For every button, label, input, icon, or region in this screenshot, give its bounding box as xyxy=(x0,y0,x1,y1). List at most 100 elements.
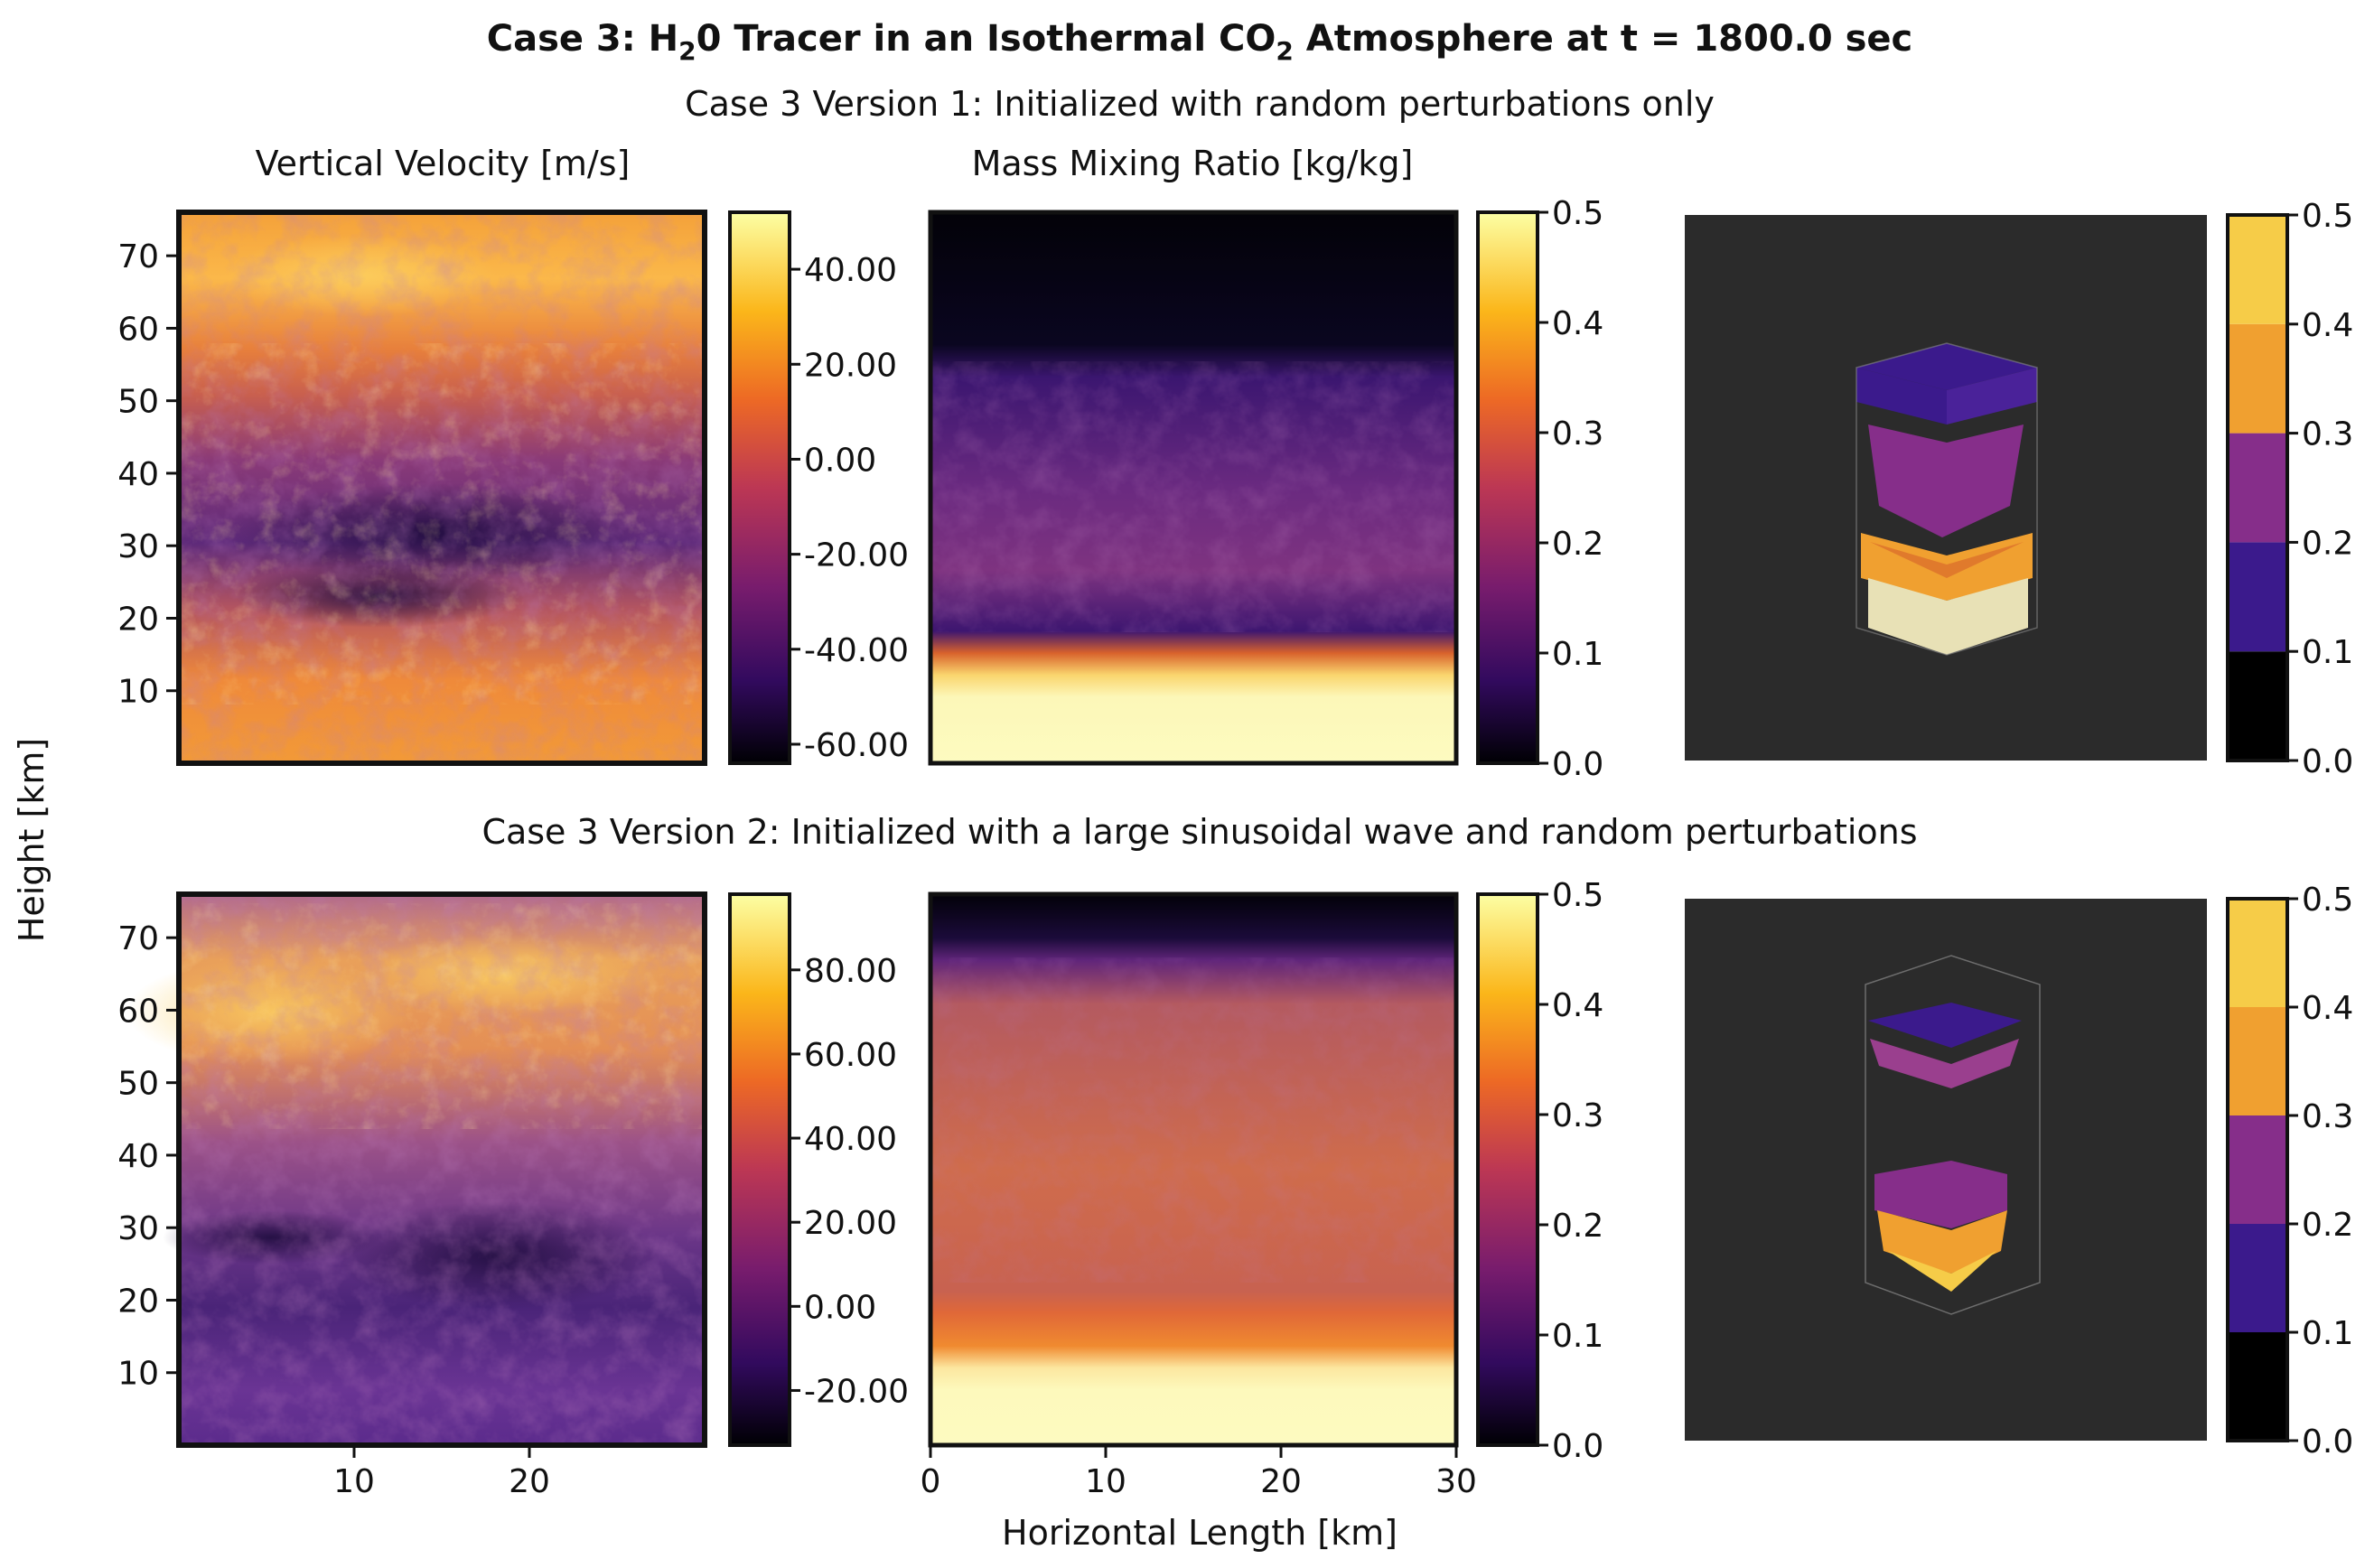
colorbar-tick-label: 0.5 xyxy=(1552,877,1603,914)
colorbar-tick-label: 0.5 xyxy=(1552,195,1603,232)
y-tick-label: 60 xyxy=(117,993,159,1030)
y-tick-label: 30 xyxy=(117,528,159,565)
v2-velocity-yticks: 10 20 30 40 50 60 70 xyxy=(117,920,179,1393)
y-tick-label: 20 xyxy=(117,601,159,638)
v1-mixing-frame xyxy=(928,210,1459,766)
v1-velocity-colorbar-ticks: 40.00 20.00 0.00 -20.00 -40.00 -60.00 xyxy=(790,252,909,764)
colorbar-segment xyxy=(2228,542,2287,652)
colorbar-tick-label: 40.00 xyxy=(804,1121,897,1158)
v1-velocity-colorbar xyxy=(728,210,791,765)
y-tick-label: 50 xyxy=(117,384,159,421)
colorbar-tick-label: 0.2 xyxy=(2302,525,2353,562)
y-tick-label: 10 xyxy=(117,674,159,711)
y-tick-label: 40 xyxy=(117,456,159,493)
v2-velocity-colorbar-ticks: 80.00 60.00 40.00 20.00 0.00 -20.00 xyxy=(790,953,909,1410)
colorbar-tick-label: 80.00 xyxy=(804,953,897,990)
colorbar-tick-label: 0.3 xyxy=(2302,416,2353,453)
v2-velocity-xticks: 10 20 xyxy=(333,1445,550,1500)
colorbar-segment xyxy=(2228,433,2287,543)
row2-title: Case 3 Version 2: Initialized with a lar… xyxy=(481,812,1917,852)
v2-render-volume xyxy=(1865,955,2041,1315)
y-tick-label: 60 xyxy=(117,311,159,348)
v2-velocity-colorbar xyxy=(728,892,791,1447)
colorbar-tick-label: 20.00 xyxy=(804,347,897,384)
colorbar-tick-label: -20.00 xyxy=(804,537,909,574)
v2-render-colorbar: 0.5 0.4 0.3 0.2 0.1 0.0 xyxy=(2226,882,2353,1461)
v2-velocity-heatmap xyxy=(126,894,705,1445)
v1-render-colorbar: 0.5 0.4 0.3 0.2 0.1 0.0 xyxy=(2226,198,2353,780)
colorbar-tick-label: 0.3 xyxy=(1552,1097,1603,1134)
colorbar-tick-label: 0.0 xyxy=(2302,743,2353,780)
colorbar-tick-label: 0.0 xyxy=(1552,1428,1603,1465)
v2-mixing-colorbar-ticks: 0.5 0.4 0.3 0.2 0.1 0.0 xyxy=(1538,877,1603,1465)
panel-title-mixing: Mass Mixing Ratio [kg/kg] xyxy=(972,144,1414,183)
x-tick-label: 0 xyxy=(921,1463,941,1500)
colorbar-tick-label: 0.2 xyxy=(2302,1207,2353,1244)
colorbar-tick-label: 0.1 xyxy=(2302,1315,2353,1352)
colorbar-tick-label: 0.00 xyxy=(804,1289,876,1326)
colorbar-tick-label: 0.3 xyxy=(1552,415,1603,453)
v1-mixing-colorbar xyxy=(1476,210,1539,765)
x-tick-label: 10 xyxy=(1085,1463,1126,1500)
colorbar-frame xyxy=(2226,897,2289,1442)
x-tick-label: 30 xyxy=(1435,1463,1477,1500)
colorbar-tick-label: 0.3 xyxy=(2302,1098,2353,1135)
colorbar-tick-label: 0.1 xyxy=(2302,634,2353,671)
colorbar-segment xyxy=(2228,1007,2287,1115)
row1-title: Case 3 Version 1: Initialized with rando… xyxy=(685,84,1715,124)
colorbar-tick-label: -40.00 xyxy=(804,632,909,669)
v1-render-volume xyxy=(1856,342,2038,656)
colorbar-tick-label: 0.4 xyxy=(2302,307,2353,344)
y-tick-label: 30 xyxy=(117,1210,159,1247)
v2-velocity-frame xyxy=(176,891,707,1448)
y-tick-label: 40 xyxy=(117,1138,159,1175)
colorbar-frame xyxy=(2226,213,2289,762)
v1-mixing-colorbar-ticks: 0.5 0.4 0.3 0.2 0.1 0.0 xyxy=(1538,195,1603,783)
colorbar-tick-label: 0.0 xyxy=(1552,746,1603,783)
x-tick-label: 20 xyxy=(1260,1463,1302,1500)
colorbar-segment xyxy=(2228,1332,2287,1441)
v2-mixing-xticks: 0 10 20 30 xyxy=(921,1445,1477,1500)
colorbar-tick-label: 0.4 xyxy=(1552,305,1603,342)
shared-x-label: Horizontal Length [km] xyxy=(1002,1513,1398,1553)
y-tick-label: 70 xyxy=(117,238,159,275)
colorbar-segment xyxy=(2228,323,2287,434)
y-tick-label: 20 xyxy=(117,1283,159,1320)
v2-mixing-heatmap xyxy=(930,894,1456,1445)
colorbar-tick-label: 0.1 xyxy=(1552,1318,1603,1355)
panel-title-velocity: Vertical Velocity [m/s] xyxy=(256,144,631,183)
v2-mixing-colorbar xyxy=(1476,892,1539,1447)
colorbar-segment xyxy=(2228,651,2287,761)
y-tick-label: 50 xyxy=(117,1066,159,1103)
x-tick-label: 10 xyxy=(333,1463,375,1500)
colorbar-segment xyxy=(2228,1115,2287,1224)
colorbar-tick-label: 0.2 xyxy=(1552,1208,1603,1245)
colorbar-tick-label: 0.2 xyxy=(1552,526,1603,563)
x-tick-label: 20 xyxy=(509,1463,550,1500)
colorbar-tick-label: 0.4 xyxy=(2302,990,2353,1027)
colorbar-tick-label: -20.00 xyxy=(804,1373,909,1410)
colorbar-segment xyxy=(2228,1224,2287,1332)
colorbar-tick-label: 60.00 xyxy=(804,1037,897,1074)
y-tick-label: 10 xyxy=(117,1356,159,1393)
colorbar-tick-label: 0.0 xyxy=(2302,1423,2353,1461)
colorbar-segment xyxy=(2228,215,2287,324)
figure-title: Case 3: H20 Tracer in an Isothermal CO2 … xyxy=(487,18,1913,66)
colorbar-tick-label: 20.00 xyxy=(804,1205,897,1242)
colorbar-tick-label: 0.4 xyxy=(1552,987,1603,1024)
shared-y-label: Height [km] xyxy=(12,738,51,942)
v1-velocity-frame xyxy=(176,210,707,766)
colorbar-tick-label: 0.00 xyxy=(804,442,876,479)
v1-velocity-yticks: 10 20 30 40 50 60 70 xyxy=(117,238,179,711)
y-tick-label: 70 xyxy=(117,920,159,957)
colorbar-tick-label: 0.5 xyxy=(2302,198,2353,235)
colorbar-tick-label: -60.00 xyxy=(804,727,909,764)
colorbar-segment xyxy=(2228,899,2287,1007)
v2-mixing-frame xyxy=(928,891,1459,1448)
colorbar-tick-label: 40.00 xyxy=(804,252,897,289)
v1-mixing-heatmap xyxy=(930,212,1456,763)
v1-velocity-heatmap xyxy=(179,212,705,763)
colorbar-tick-label: 0.1 xyxy=(1552,636,1603,673)
colorbar-tick-label: 0.5 xyxy=(2302,882,2353,919)
